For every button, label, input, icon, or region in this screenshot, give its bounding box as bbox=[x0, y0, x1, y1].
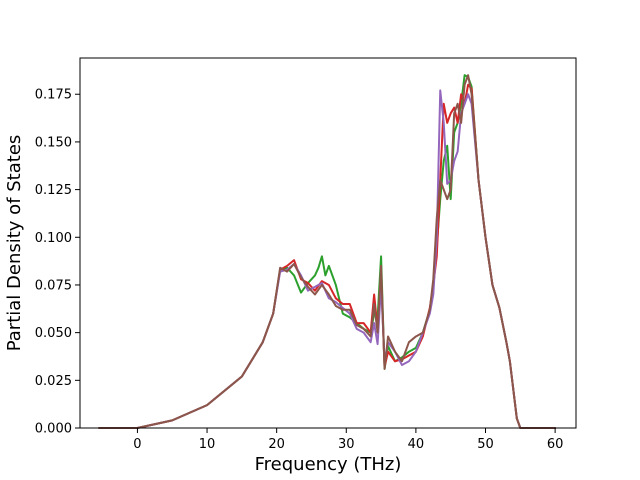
y-axis: 0.000 0.025 0.050 0.075 0.100 0.125 0.150 0.175 bbox=[35, 88, 80, 437]
y-tick-label: 0.000 bbox=[35, 422, 72, 437]
y-axis-label: Partial Density of States bbox=[4, 135, 25, 352]
y-tick-label: 0.100 bbox=[35, 231, 72, 246]
x-tick-label: 10 bbox=[199, 437, 216, 452]
y-tick-label: 0.075 bbox=[35, 278, 72, 293]
y-tick-label: 0.050 bbox=[35, 326, 72, 341]
x-tick-label: 60 bbox=[547, 437, 564, 452]
x-tick-label: 50 bbox=[477, 437, 494, 452]
series-layer bbox=[98, 74, 557, 429]
x-axis: 0 10 20 30 40 50 60 bbox=[133, 428, 563, 452]
plot-frame bbox=[79, 57, 577, 429]
y-tick-label: 0.125 bbox=[35, 183, 72, 198]
y-tick-label: 0.025 bbox=[35, 374, 72, 389]
x-tick-label: 20 bbox=[268, 437, 285, 452]
y-tick-label: 0.150 bbox=[35, 135, 72, 150]
y-tick-label: 0.175 bbox=[35, 88, 72, 103]
x-tick-label: 40 bbox=[408, 437, 425, 452]
series-line-4 bbox=[98, 74, 557, 429]
x-tick-label: 30 bbox=[338, 437, 355, 452]
x-axis-label: Frequency (THz) bbox=[255, 454, 402, 475]
x-tick-label: 0 bbox=[133, 437, 141, 452]
